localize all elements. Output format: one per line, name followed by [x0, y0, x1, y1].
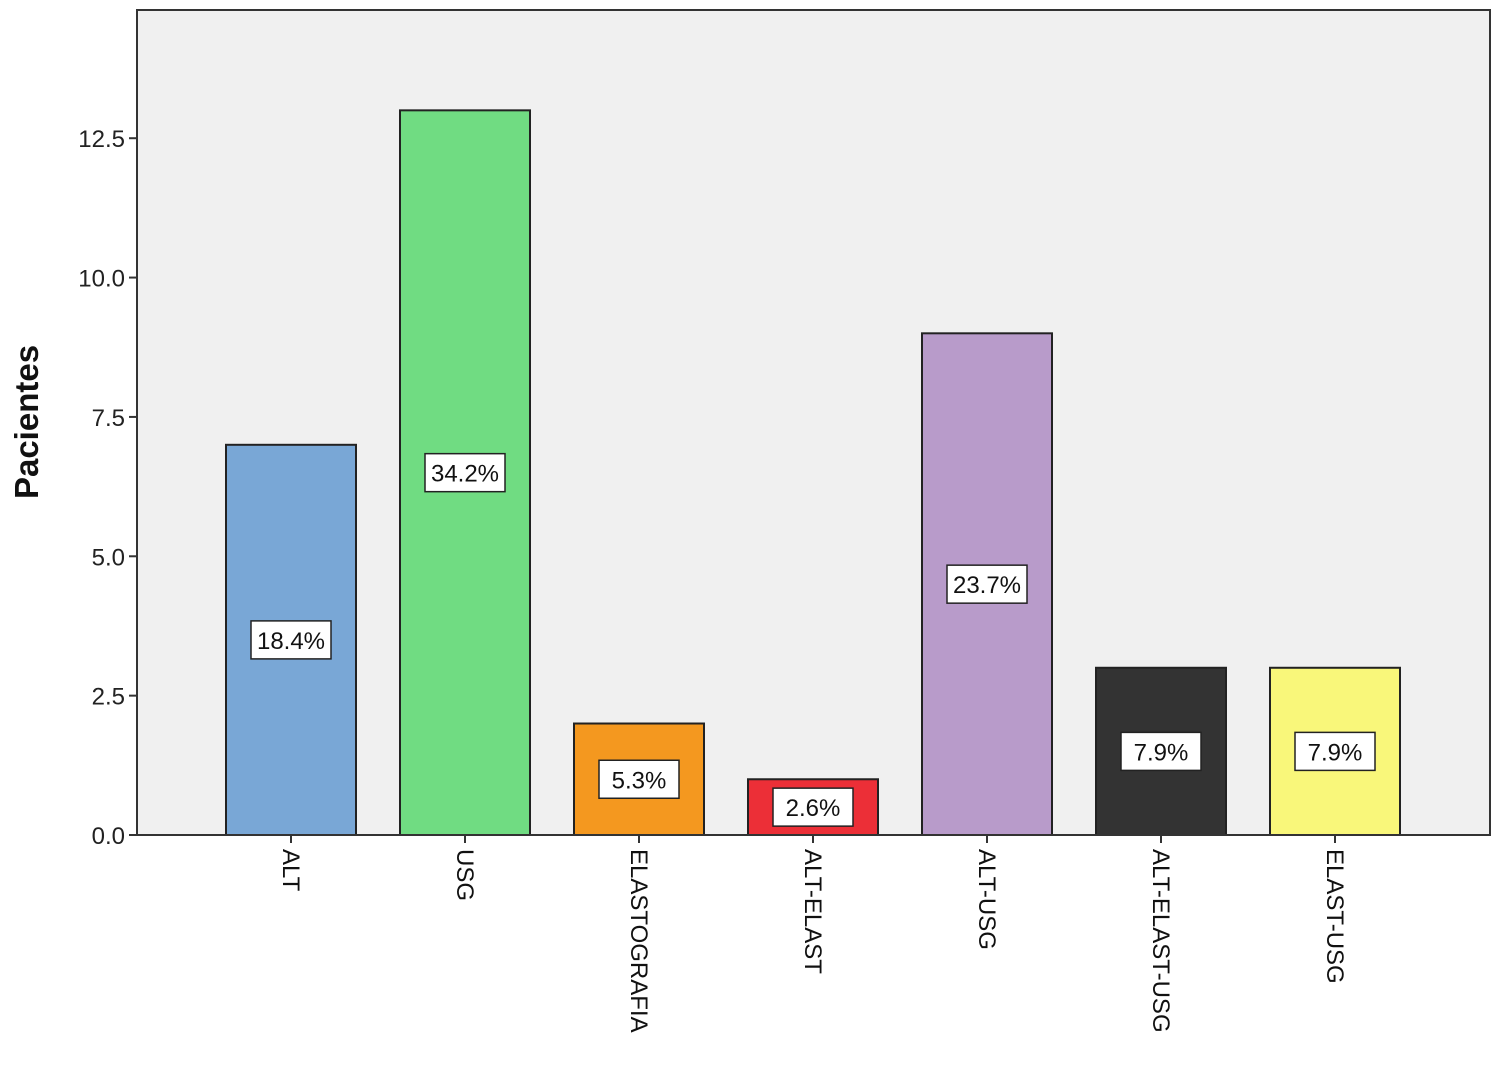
percent-label-text: 18.4% — [257, 628, 325, 655]
y-axis: 0.0 2.5 5.0 7.5 10.0 12.5 — [78, 126, 137, 850]
percent-label: 34.2% — [424, 452, 506, 493]
percent-label-box — [1294, 731, 1376, 772]
x-tick-label: USG — [451, 849, 478, 901]
x-tick-label: ELAST-USG — [1321, 849, 1348, 984]
percent-label: 5.3% — [598, 759, 680, 800]
percent-label-box — [772, 787, 854, 827]
plot-background — [137, 10, 1490, 835]
percent-label: 2.6% — [772, 787, 854, 827]
percent-label: 18.4% — [250, 620, 332, 660]
percent-label-text: 34.2% — [431, 461, 499, 488]
x-axis: ALT USG ELASTOGRAFIA ALT-ELAST ALT-USG ALT-EL… — [277, 835, 1348, 1033]
x-tick-label: ALT-ELAST-USG — [1147, 849, 1174, 1033]
percent-label-box — [250, 620, 332, 660]
y-axis-label: Pacientes — [8, 345, 45, 499]
percent-label-text: 2.6% — [786, 795, 841, 822]
percent-label-text: 5.3% — [612, 767, 667, 794]
percent-label-text: 23.7% — [953, 572, 1021, 599]
y-tick-label: 0.0 — [92, 823, 125, 850]
y-tick-label: 7.5 — [92, 405, 125, 432]
percent-label-box — [946, 564, 1028, 604]
x-tick-label: ALT-ELAST — [799, 849, 826, 974]
y-tick-label: 2.5 — [92, 684, 125, 711]
percent-label: 7.9% — [1120, 731, 1202, 772]
percent-labels-group: 18.4% 34.2% 5.3% 2.6% 23.7% 7.9% 7.9% — [250, 452, 1376, 827]
x-tick-label: ELASTOGRAFIA — [625, 849, 652, 1033]
percent-label: 23.7% — [946, 564, 1028, 604]
percent-label-text: 7.9% — [1134, 739, 1189, 766]
percent-label-text: 7.9% — [1308, 739, 1363, 766]
y-tick-label: 5.0 — [92, 544, 125, 571]
y-tick-label: 12.5 — [78, 126, 125, 153]
x-tick-label: ALT-USG — [973, 849, 1000, 950]
percent-label-box — [1120, 731, 1202, 772]
percent-label-box — [598, 759, 680, 800]
percent-label: 7.9% — [1294, 731, 1376, 772]
x-tick-label: ALT — [277, 849, 304, 892]
y-tick-label: 10.0 — [78, 266, 125, 293]
percent-label-box — [424, 452, 506, 493]
